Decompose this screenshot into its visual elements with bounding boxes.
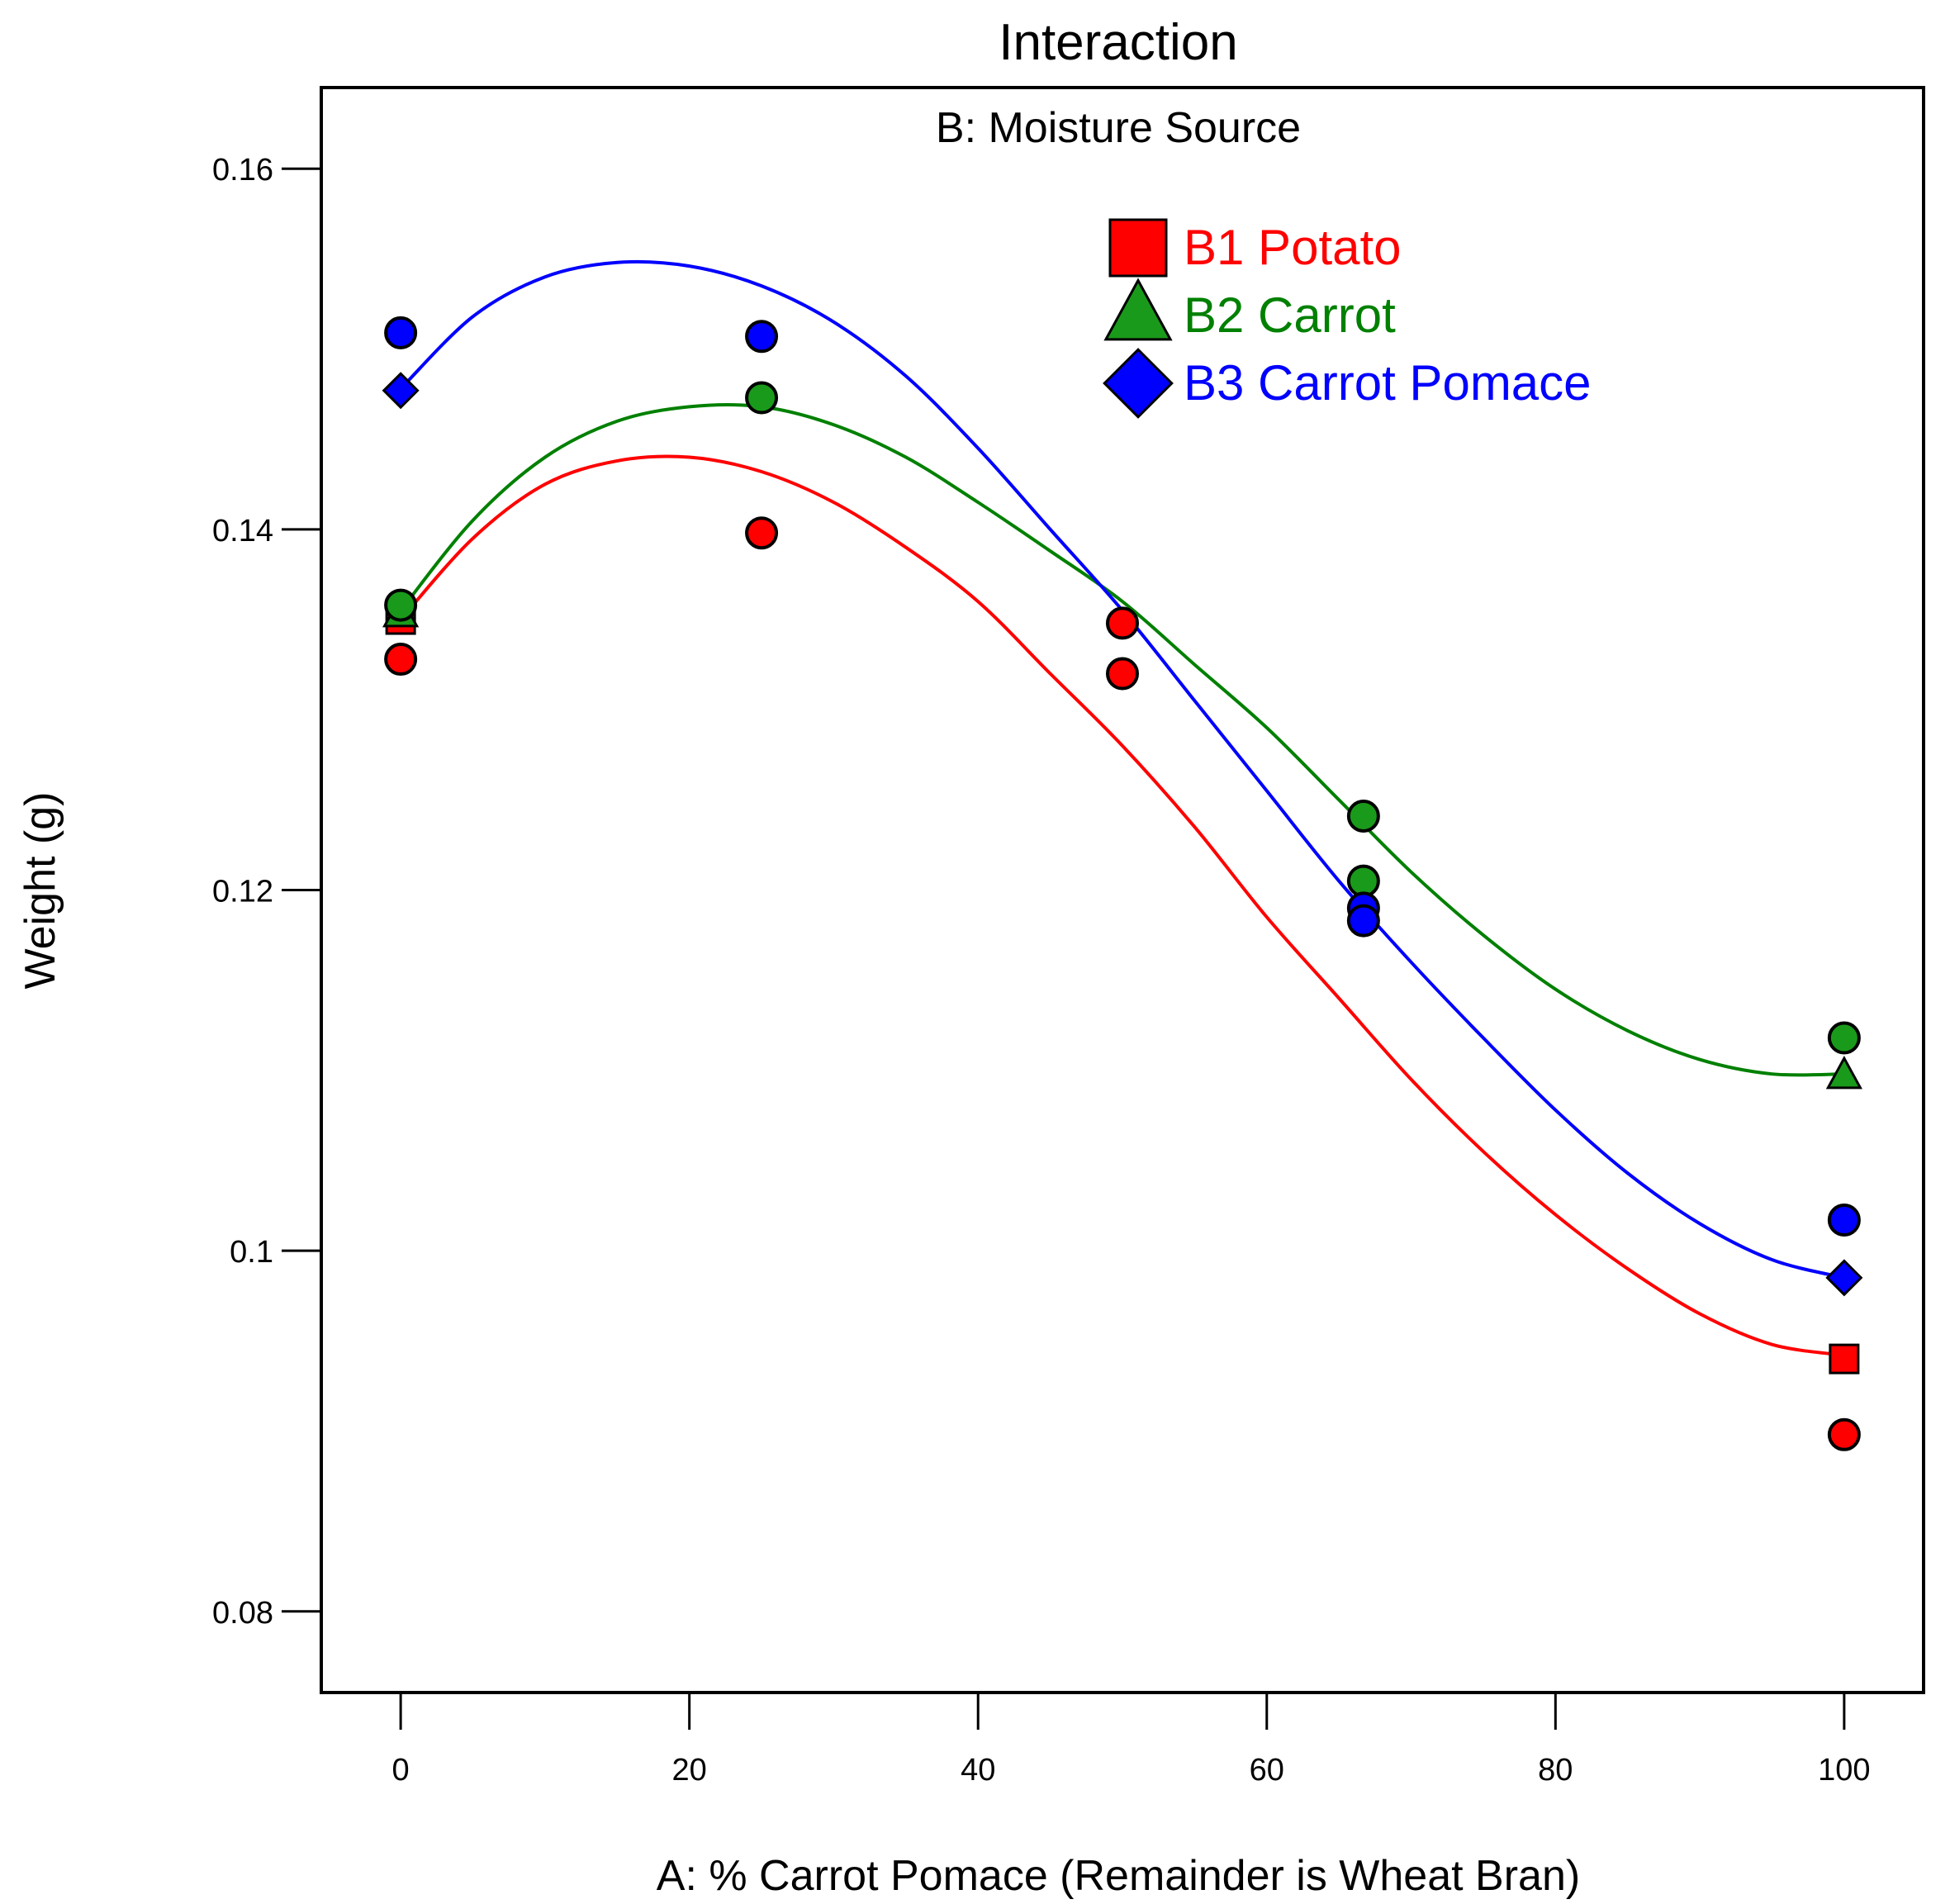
legend-marker-potato <box>1108 218 1168 278</box>
y-axis-label: Weight (g) <box>17 792 64 990</box>
y-axis: 0.08 0.1 0.12 0.14 0.16 <box>212 153 321 1631</box>
x-tick-label: 100 <box>1818 1753 1870 1788</box>
carrot-pomace-predicted-point <box>1825 1259 1863 1297</box>
potato-observed-point <box>1827 1417 1861 1451</box>
x-tick-label: 20 <box>672 1753 707 1788</box>
legend: B1 Potato B2 Carrot B3 Carrot Pomace <box>1103 218 1592 419</box>
x-tick-label: 40 <box>961 1753 995 1788</box>
carrot-observed-point <box>384 588 418 622</box>
carrot-observed-point <box>1346 799 1380 833</box>
y-tick-label: 0.08 <box>212 1596 273 1631</box>
x-axis-label: A: % Carrot Pomace (Remainder is Wheat B… <box>657 1852 1580 1900</box>
y-tick-label: 0.1 <box>230 1235 273 1270</box>
y-tick-label: 0.14 <box>212 514 273 548</box>
carrot-observed-point <box>1346 864 1380 898</box>
potato-observed-point <box>1106 606 1139 640</box>
carrot-observed-point <box>745 381 779 415</box>
x-tick-label: 80 <box>1538 1753 1573 1788</box>
y-tick-label: 0.16 <box>212 153 273 188</box>
carrot-observed-point <box>1827 1021 1861 1055</box>
carrot-pomace-observed-point <box>1346 904 1380 938</box>
legend-label-carrot: B2 Carrot <box>1184 287 1396 343</box>
x-axis: 0 20 40 60 80 100 <box>392 1693 1871 1788</box>
chart-subtitle: B: Moisture Source <box>936 104 1301 152</box>
legend-marker-carrot <box>1103 278 1173 341</box>
legend-label-carrot-pomace: B3 Carrot Pomace <box>1184 355 1592 411</box>
carrot-pomace-predicted-point <box>382 372 420 410</box>
carrot-pomace-observed-point <box>1827 1204 1861 1237</box>
potato-fit-line <box>399 454 1845 1357</box>
data-points <box>382 316 1863 1451</box>
carrot-fit-line <box>399 402 1844 1077</box>
carrot-pomace-observed-point <box>745 320 779 354</box>
x-tick-label: 60 <box>1250 1753 1284 1788</box>
potato-observed-point <box>384 643 418 677</box>
potato-predicted-point <box>1829 1343 1860 1375</box>
legend-label-potato: B1 Potato <box>1184 220 1402 275</box>
potato-observed-point <box>1106 657 1139 691</box>
potato-observed-point <box>745 516 779 550</box>
carrot-pomace-observed-point <box>384 316 418 349</box>
legend-marker-carrot-pomace <box>1103 348 1174 419</box>
x-tick-label: 0 <box>392 1753 410 1788</box>
y-tick-label: 0.12 <box>212 875 273 909</box>
chart-title: Interaction <box>999 14 1238 71</box>
carrot-predicted-point <box>1825 1055 1862 1090</box>
